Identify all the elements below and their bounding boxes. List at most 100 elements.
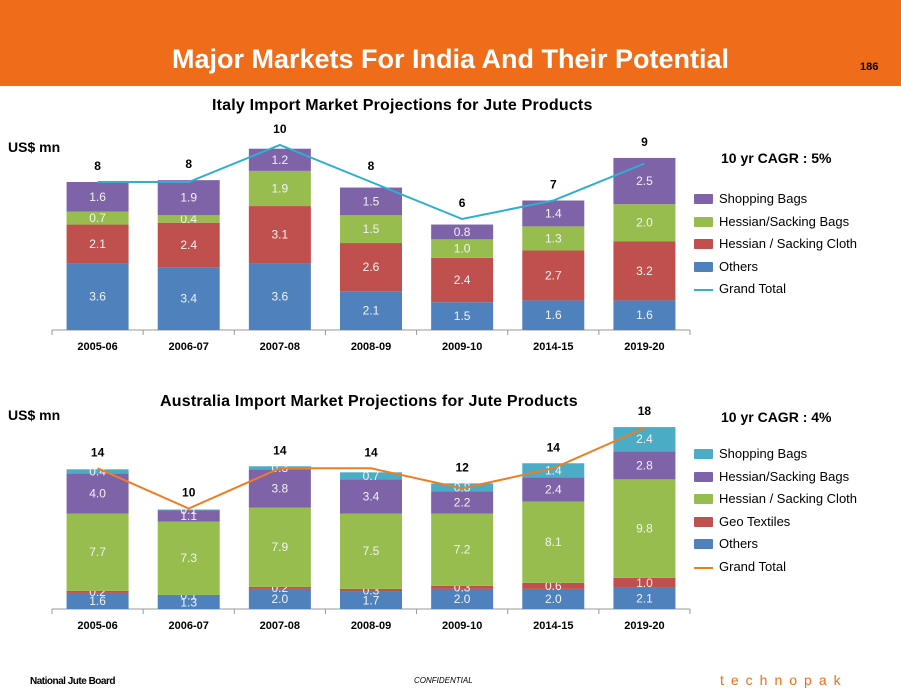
legend-label: Hessian / Sacking Cloth <box>719 236 858 251</box>
bar-segment-shopping-bags <box>340 472 402 480</box>
data-label-hessian-sacking-bags: 1.9 <box>272 181 289 195</box>
legend-label: Others <box>719 536 759 551</box>
legend-swatch <box>694 216 713 227</box>
bar-segment-hessian-sacking-bags <box>157 510 220 522</box>
bar-segment-hessian-sacking-cloth <box>340 243 402 292</box>
legend-swatch <box>694 261 713 272</box>
bar-segment-shopping-bags <box>431 224 494 240</box>
italy-cagr: 10 yr CAGR : 5% <box>721 150 832 166</box>
grand-total-label: 14 <box>273 443 287 457</box>
australia-chart: 1.60.27.74.00.42005-06141.30.17.31.10.12… <box>51 404 691 632</box>
legend-swatch <box>694 539 713 549</box>
legend-swatch <box>694 516 713 527</box>
data-label-hessian-sacking-cloth: 7.3 <box>180 551 197 565</box>
data-label-hessian-sacking-cloth: 8.1 <box>545 535 562 549</box>
data-label-others: 1.6 <box>89 594 106 608</box>
bar-segment-hessian-sacking-cloth <box>613 479 676 578</box>
bar-segment-others <box>248 263 311 330</box>
grand-total-label: 12 <box>455 460 469 474</box>
bar-segment-others <box>248 588 311 609</box>
data-label-shopping-bags: 2.4 <box>636 432 653 446</box>
italy-chart-title: Italy Import Market Projections for Jute… <box>212 97 593 114</box>
bar-segment-hessian-sacking-cloth <box>522 501 585 583</box>
data-label-others: 2.0 <box>454 592 471 606</box>
footer-confidential: CONFIDENTIAL <box>414 676 473 685</box>
data-label-others: 1.6 <box>636 308 653 322</box>
bar-segment-hessian-sacking-cloth <box>613 241 676 301</box>
grand-total-label: 8 <box>94 159 101 173</box>
data-label-hessian-sacking-cloth: 7.5 <box>363 544 380 558</box>
bar-segment-shopping-bags <box>157 509 220 511</box>
legend-label: Grand Total <box>719 281 786 296</box>
grand-total-label: 8 <box>368 159 375 173</box>
legend-label: Shopping Bags <box>719 446 808 461</box>
x-axis-tick-label: 2009-10 <box>442 620 482 632</box>
x-axis-tick-label: 2019-20 <box>624 620 664 632</box>
bar-segment-others <box>66 263 129 330</box>
grand-total-label: 14 <box>547 440 561 454</box>
data-label-others: 3.6 <box>272 290 289 304</box>
x-axis-tick-label: 2019-20 <box>624 341 664 353</box>
bar-segment-hessian-sacking-cloth <box>431 513 494 586</box>
grand-total-line <box>97 427 645 510</box>
australia-unit-label: US$ mn <box>8 407 61 423</box>
data-label-others: 2.0 <box>545 592 562 606</box>
legend-label: Hessian/Sacking Bags <box>719 213 850 229</box>
bar-segment-others <box>431 588 494 609</box>
data-label-hessian-sacking-cloth: 2.1 <box>89 237 106 251</box>
data-label-hessian-sacking-bags: 3.4 <box>363 489 380 503</box>
bar-segment-hessian-sacking-cloth <box>66 224 129 264</box>
data-label-hessian-sacking-bags: 1.0 <box>454 242 471 256</box>
bar-segment-shopping-bags <box>66 182 129 212</box>
data-label-others: 3.4 <box>180 292 197 306</box>
bar-segment-hessian-sacking-bags <box>340 215 402 244</box>
bar-segment-hessian-sacking-bags <box>157 215 220 223</box>
bar-segment-others <box>340 291 402 330</box>
bar-segment-others <box>66 592 129 609</box>
data-label-shopping-bags: 1.9 <box>180 191 197 205</box>
data-label-others: 2.1 <box>363 304 380 318</box>
bar-segment-hessian-sacking-cloth <box>340 513 402 589</box>
x-axis-tick-label: 2005-06 <box>77 341 117 353</box>
italy-unit-label: US$ mn <box>8 139 61 155</box>
data-label-others: 1.3 <box>180 595 197 609</box>
bar-segment-geo-textiles <box>613 577 676 588</box>
australia-cagr: 10 yr CAGR : 4% <box>721 409 832 425</box>
x-axis-tick-label: 2005-06 <box>77 620 117 632</box>
x-axis-tick-label: 2014-15 <box>533 620 573 632</box>
data-label-others: 3.6 <box>89 290 106 304</box>
data-label-others: 1.6 <box>545 308 562 322</box>
data-label-hessian-sacking-bags: 0.7 <box>89 211 106 225</box>
x-axis-tick-label: 2006-07 <box>169 341 209 353</box>
legend-label: Hessian / Sacking Cloth <box>719 491 858 506</box>
data-label-hessian-sacking-bags: 3.8 <box>272 481 289 495</box>
data-label-shopping-bags: 1.6 <box>89 190 106 204</box>
legend-label: Others <box>719 258 759 274</box>
legend-label: Shopping Bags <box>719 191 808 206</box>
bar-segment-shopping-bags <box>248 148 311 171</box>
australia-chart-title: Australia Import Market Projections for … <box>160 393 578 410</box>
grand-total-label: 10 <box>273 122 287 136</box>
bar-segment-geo-textiles <box>66 590 129 593</box>
legend-swatch <box>694 449 713 459</box>
data-label-others: 1.5 <box>454 309 471 323</box>
page-title: Major Markets For India And Their Potent… <box>171 44 730 74</box>
bar-segment-others <box>613 300 676 330</box>
data-label-hessian-sacking-cloth: 2.7 <box>545 268 562 282</box>
bar-segment-hessian-sacking-cloth <box>66 513 129 591</box>
bar-segment-hessian-sacking-bags <box>66 211 129 225</box>
grand-total-label: 18 <box>638 404 652 418</box>
bar-segment-shopping-bags <box>66 469 129 474</box>
data-label-hessian-sacking-bags: 2.8 <box>636 458 653 472</box>
bar-segment-others <box>157 595 220 609</box>
legend-label: Hessian/Sacking Bags <box>719 468 850 484</box>
bar-segment-hessian-sacking-cloth <box>157 521 220 595</box>
bar-segment-shopping-bags <box>340 187 402 216</box>
grand-total-label: 10 <box>182 486 196 500</box>
bar-segment-others <box>157 267 220 330</box>
bar-segment-others <box>613 587 676 609</box>
grand-total-line <box>97 143 645 221</box>
data-label-hessian-sacking-cloth: 3.1 <box>272 228 289 242</box>
data-label-shopping-bags: 1.5 <box>363 194 380 208</box>
bar-segment-hessian-sacking-cloth <box>157 222 220 268</box>
